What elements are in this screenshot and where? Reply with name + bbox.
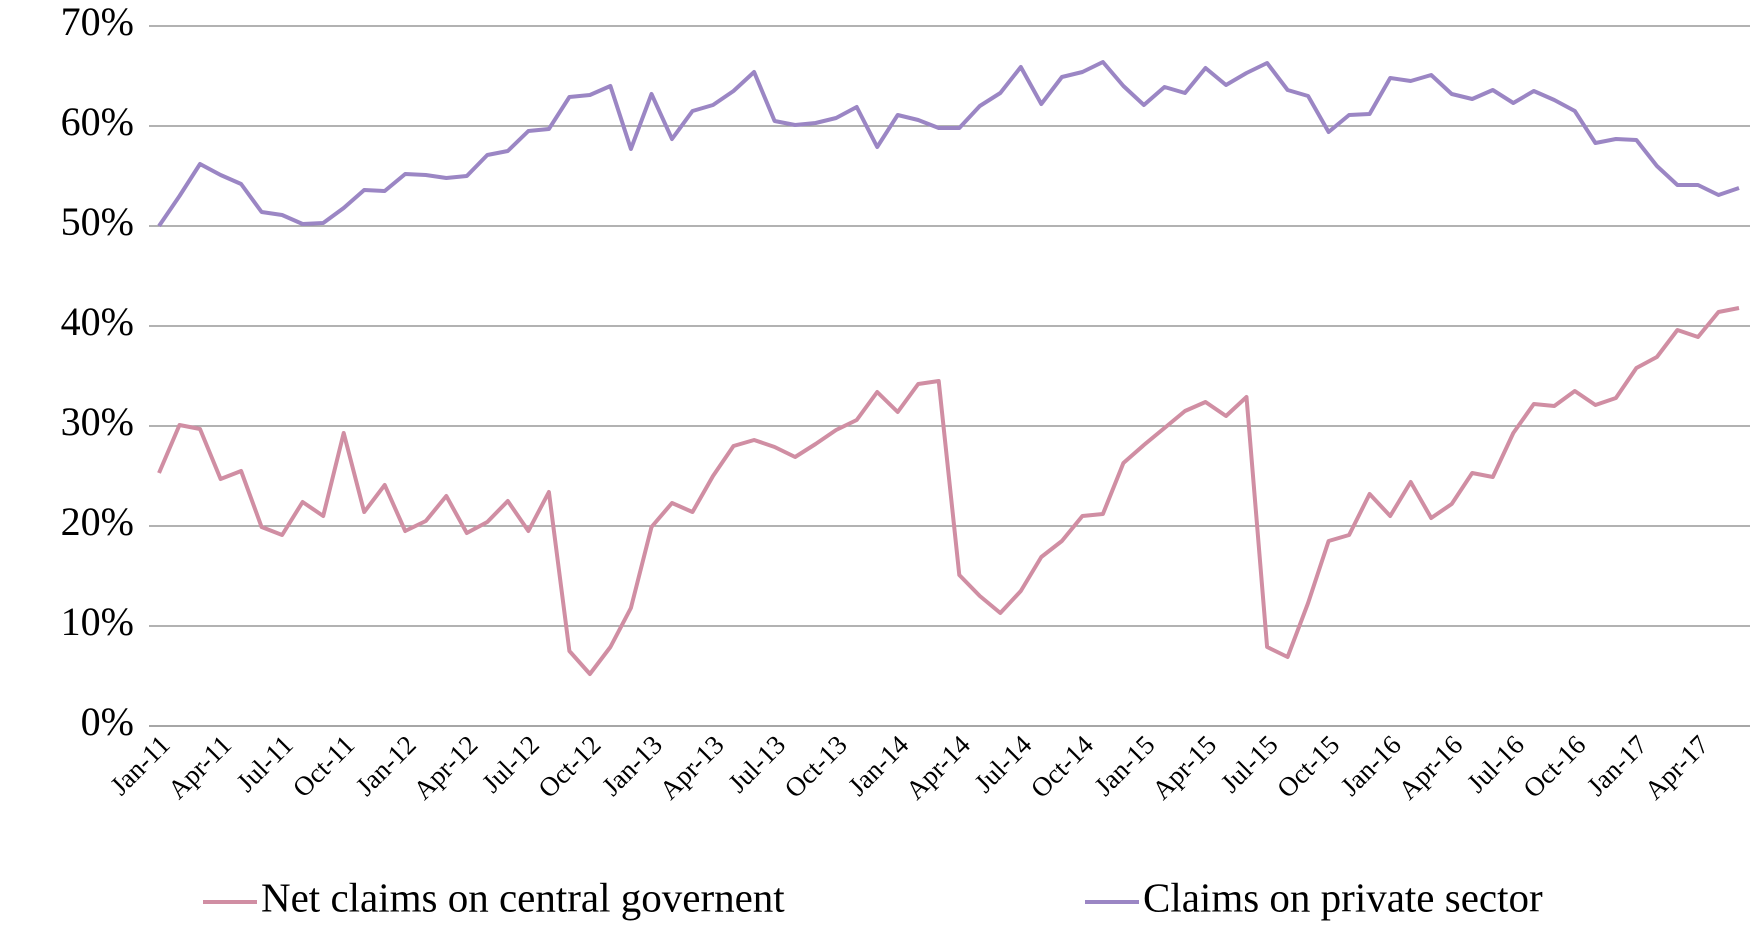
y-tick-label: 30%: [61, 399, 134, 444]
x-tick-label: Jan-14: [842, 729, 914, 801]
y-tick-label: 50%: [61, 199, 134, 244]
series-line: [157, 60, 1740, 228]
x-tick-label: Apr-14: [900, 729, 976, 805]
x-tick-label: Jan-16: [1335, 729, 1407, 801]
legend-label: Claims on private sector: [1143, 874, 1543, 920]
y-tick-label: 70%: [61, 0, 134, 44]
x-tick-label: Apr-16: [1392, 729, 1468, 805]
x-tick-label: Oct-14: [1025, 729, 1100, 804]
x-tick-label: Jan-15: [1088, 729, 1160, 801]
y-tick-label: 20%: [61, 499, 134, 544]
y-tick-label: 40%: [61, 299, 134, 344]
x-tick-label: Jul-13: [722, 729, 791, 798]
x-tick-label: Apr-13: [654, 729, 730, 805]
x-tick-label: Apr-17: [1639, 729, 1715, 805]
x-tick-label: Oct-11: [287, 729, 361, 803]
x-tick-label: Jul-15: [1215, 729, 1284, 798]
y-tick-label: 10%: [61, 599, 134, 644]
x-tick-label: Oct-16: [1517, 729, 1591, 803]
x-tick-label: Oct-12: [532, 729, 606, 803]
x-tick-label: Jan-17: [1581, 729, 1653, 801]
y-tick-label: 60%: [61, 99, 134, 144]
y-tick-label: 0%: [81, 699, 134, 744]
x-tick-label: Apr-11: [162, 729, 237, 804]
x-tick-label: Jul-16: [1461, 729, 1530, 798]
x-tick-label: Oct-15: [1271, 729, 1345, 803]
x-tick-label: Jan-12: [350, 729, 422, 801]
series-line: [157, 306, 1740, 676]
x-tick-label: Jan-13: [596, 729, 668, 801]
x-tick-label: Jul-11: [231, 729, 299, 797]
x-tick-label: Apr-12: [407, 729, 483, 805]
x-tick-label: Oct-13: [779, 729, 853, 803]
x-tick-label: Jul-14: [969, 729, 1038, 798]
x-tick-label: Jul-12: [476, 729, 545, 798]
legend-label: Net claims on central governent: [261, 874, 785, 920]
x-tick-label: Apr-15: [1146, 729, 1222, 805]
